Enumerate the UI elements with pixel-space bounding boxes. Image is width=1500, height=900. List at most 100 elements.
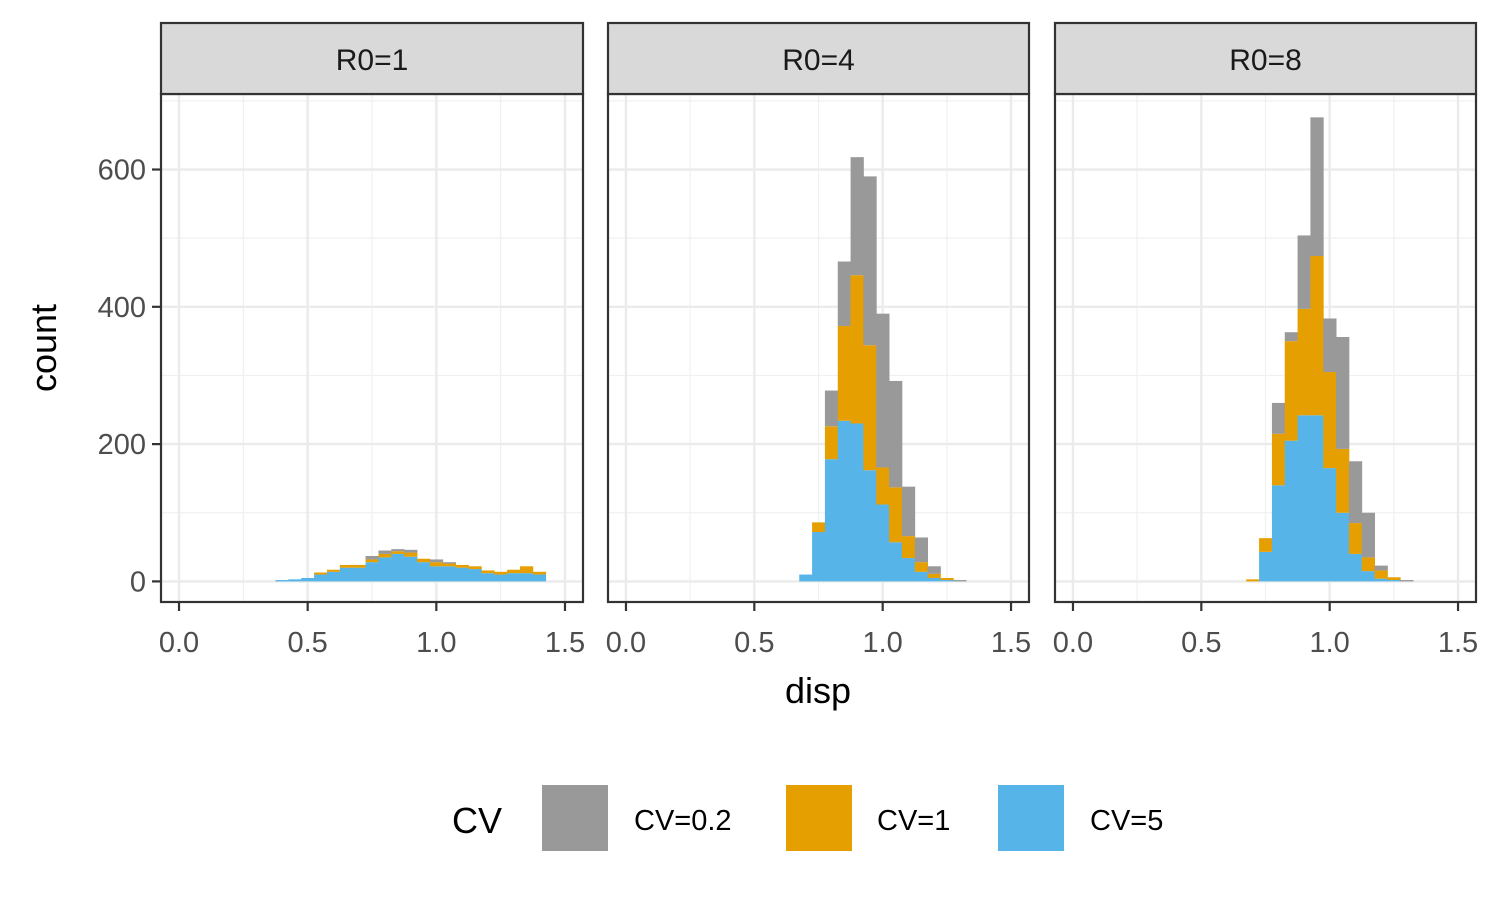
bar-r0-4-cv-0-2-bin-8: [824, 390, 839, 427]
bar-r0-4-cv-5-bin-7: [812, 531, 826, 582]
bar-r0-8-cv-0-2-bin-18: [1400, 580, 1414, 582]
bar-r0-1-cv-5-bin-2: [301, 577, 315, 582]
bar-r0-4-cv-0-2-bin-18: [953, 580, 967, 582]
x-tick-label: 0.5: [288, 627, 328, 659]
y-tick-label: 200: [98, 429, 146, 461]
bar-r0-1-cv-1-bin-13: [442, 563, 457, 567]
bar-r0-1-cv-0-2-bin-9: [391, 549, 405, 552]
bar-r0-4-cv-5-bin-9: [837, 420, 851, 582]
bar-r0-8-cv-0-2-bin-9: [1284, 332, 1298, 342]
bar-r0-1-cv-1-bin-11: [417, 558, 431, 563]
bar-r0-8-cv-0-2-bin-16: [1374, 565, 1388, 571]
bar-r0-8-cv-5-bin-15: [1361, 571, 1376, 582]
legend-key-cv-0-2: [542, 785, 608, 851]
strip-label-r0-4: R0=4: [782, 44, 855, 77]
bar-r0-1-cv-5-bin-14: [455, 567, 469, 582]
bar-r0-1-cv-1-bin-4: [326, 569, 341, 572]
bar-r0-1-cv-5-bin-10: [404, 556, 418, 582]
bar-r0-1-cv-1-bin-17: [494, 571, 508, 575]
bar-r0-4-cv-1-bin-17: [940, 577, 954, 581]
bar-r0-1-cv-1-bin-9: [391, 551, 405, 554]
legend-label-cv-1: CV=1: [877, 805, 950, 837]
x-tick-label: 1.5: [1438, 627, 1478, 659]
bar-r0-4-cv-1-bin-16: [927, 573, 941, 578]
bar-r0-1-cv-1-bin-14: [455, 564, 469, 568]
bar-r0-8-cv-5-bin-17: [1387, 580, 1401, 582]
x-tick-label: 0.5: [1181, 627, 1221, 659]
bar-r0-1-cv-5-bin-13: [442, 566, 457, 582]
bar-r0-1-cv-1-bin-16: [481, 570, 495, 574]
x-tick-label: 0.5: [734, 627, 774, 659]
legend: CV CV=0.2 CV=1 CV=5: [452, 785, 1163, 851]
bar-r0-4-cv-5-bin-12: [876, 504, 890, 582]
bar-r0-8-cv-1-bin-14: [1348, 523, 1363, 554]
bar-r0-4-cv-0-2-bin-16: [927, 566, 941, 574]
bar-r0-1-cv-1-bin-3: [314, 572, 328, 575]
bar-r0-8-cv-1-bin-10: [1297, 308, 1311, 416]
panel-r0-8: R0=8 0.0 0.5 1.0 1.5: [1053, 21, 1478, 659]
x-tick-label: 1.0: [416, 627, 456, 659]
bar-r0-1-cv-1-bin-12: [429, 562, 444, 567]
bar-r0-1-cv-0-2-bin-10: [404, 549, 418, 553]
bar-r0-8-cv-5-bin-14: [1348, 553, 1363, 582]
bar-r0-1-cv-5-bin-18: [507, 573, 521, 582]
bar-r0-1-cv-1-bin-19: [519, 566, 534, 574]
x-tick-label: 0.0: [159, 627, 199, 659]
bar-r0-1-cv-5-bin-3: [314, 574, 328, 582]
bar-r0-8-cv-1-bin-16: [1374, 570, 1388, 579]
bar-r0-8-cv-1-bin-9: [1284, 341, 1298, 441]
strip-label-r0-1: R0=1: [336, 44, 409, 77]
y-tick-label: 600: [98, 155, 146, 187]
x-tick-label: 1.0: [863, 627, 903, 659]
bar-r0-8-cv-0-2-bin-14: [1348, 461, 1363, 524]
bar-r0-4-cv-5-bin-16: [927, 577, 941, 582]
bar-r0-1-cv-5-bin-5: [339, 567, 354, 582]
x-axis-title: disp: [785, 670, 851, 711]
bar-r0-8-cv-5-bin-8: [1271, 485, 1286, 582]
bar-r0-1-cv-5-bin-1: [288, 579, 302, 582]
bar-r0-1-cv-0-2-bin-13: [442, 562, 457, 564]
x-tick-label: 0.0: [1053, 627, 1093, 659]
bar-r0-1-cv-1-bin-15: [468, 566, 482, 570]
bar-r0-4-cv-1-bin-14: [901, 536, 916, 559]
panel-r0-4: R0=4 0.0 0.5 1.0 1.5: [606, 21, 1031, 659]
bar-r0-4-cv-0-2-bin-15: [914, 537, 929, 563]
bar-r0-8-cv-1-bin-8: [1271, 433, 1286, 486]
bar-r0-8-cv-1-bin-7: [1259, 538, 1273, 552]
bar-r0-4-cv-5-bin-14: [901, 558, 916, 582]
bar-r0-4-cv-0-2-bin-10: [850, 157, 864, 276]
bar-r0-4-cv-0-2-bin-12: [876, 313, 890, 468]
bar-r0-8-cv-5-bin-9: [1284, 440, 1298, 582]
bar-r0-4-cv-5-bin-11: [863, 470, 877, 582]
bar-r0-1-cv-1-bin-18: [507, 569, 521, 574]
bar-r0-1-cv-1-bin-6: [352, 564, 366, 568]
bar-r0-1-cv-5-bin-6: [352, 567, 366, 582]
bar-r0-4-cv-1-bin-11: [863, 345, 877, 471]
bar-r0-4-cv-5-bin-13: [889, 542, 903, 582]
legend-key-cv-5: [998, 785, 1064, 851]
bar-r0-8-cv-1-bin-12: [1323, 372, 1337, 469]
bar-r0-4-cv-1-bin-13: [889, 487, 903, 543]
x-tick-label: 1.0: [1310, 627, 1350, 659]
y-tick-label: 0: [130, 566, 146, 598]
x-tick-label: 1.5: [991, 627, 1031, 659]
bar-r0-1-cv-1-bin-10: [404, 552, 418, 557]
bar-r0-8-cv-0-2-bin-15: [1361, 512, 1376, 558]
legend-title: CV: [452, 800, 502, 841]
bar-r0-4-cv-0-2-bin-9: [837, 261, 851, 327]
bar-r0-8-cv-1-bin-13: [1336, 448, 1350, 513]
bar-r0-4-cv-1-bin-12: [876, 467, 890, 505]
bar-r0-1-cv-1-bin-8: [378, 553, 392, 558]
bar-r0-4-cv-1-bin-15: [914, 562, 929, 572]
strip-r0-4: [606, 21, 1031, 96]
bar-r0-8-cv-0-2-bin-10: [1297, 235, 1311, 309]
strip-label-r0-8: R0=8: [1229, 44, 1302, 77]
bar-r0-4-cv-5-bin-8: [824, 459, 839, 582]
bar-r0-1-cv-5-bin-11: [417, 562, 431, 582]
bar-r0-4-cv-5-bin-15: [914, 571, 929, 582]
bar-r0-8-cv-5-bin-12: [1323, 468, 1337, 582]
facet-panels: R0=1 0.0 0.5 1.0 1.5 0 200 400 600 R0=4 0.0 0.5 1.0 1…: [98, 21, 1478, 659]
bar-r0-1-cv-1-bin-7: [365, 559, 379, 563]
bar-r0-8-cv-0-2-bin-8: [1271, 402, 1286, 434]
